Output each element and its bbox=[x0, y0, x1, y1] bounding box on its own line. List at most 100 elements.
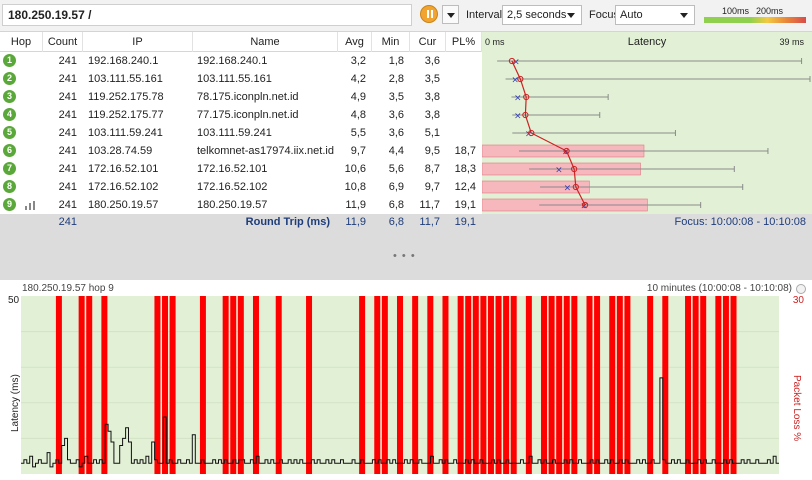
cell-min: 1,8 bbox=[388, 55, 404, 67]
cell-name: 103.111.59.241 bbox=[197, 127, 272, 139]
latency-scale-legend: 100ms 200ms bbox=[700, 6, 808, 28]
packet-loss-spike bbox=[199, 296, 206, 474]
current-marker: × bbox=[555, 166, 563, 176]
cell-ip: 119.252.175.77 bbox=[88, 109, 164, 121]
cell-avg: 9,7 bbox=[350, 145, 366, 157]
cell-name: 192.168.240.1 bbox=[197, 55, 268, 67]
packet-loss-spike bbox=[556, 296, 563, 474]
hop-number: 9 bbox=[3, 198, 16, 211]
pause-icon[interactable] bbox=[420, 5, 438, 23]
cell-pl bbox=[446, 106, 476, 124]
table-row[interactable]: 3 241 119.252.175.78 78.175.iconpln.net.id 4… bbox=[0, 88, 812, 106]
cell-min: 3,6 bbox=[388, 127, 404, 139]
focus-select[interactable]: Auto bbox=[615, 5, 695, 25]
cell-cur: 3,6 bbox=[424, 55, 440, 67]
col-hop[interactable]: Hop bbox=[0, 32, 43, 52]
table-row[interactable]: 2 241 103.111.55.161 103.111.55.161 4,2 2,8 3,… bbox=[0, 70, 812, 88]
packet-loss-spike bbox=[162, 296, 169, 474]
cell-min: 5,6 bbox=[388, 163, 404, 175]
cell-min: 3,6 bbox=[388, 109, 404, 121]
bar-chart-icon[interactable] bbox=[25, 201, 35, 210]
cell-name: 77.175.iconpln.net.id bbox=[197, 109, 299, 121]
packet-loss-spike bbox=[700, 296, 707, 474]
avg-latency-point bbox=[522, 111, 529, 119]
cell-name: telkomnet-as17974.iix.net.id bbox=[197, 145, 334, 157]
packet-loss-spike bbox=[685, 296, 692, 474]
packet-loss-spike bbox=[169, 296, 176, 474]
cell-count: 241 bbox=[58, 55, 77, 67]
cell-pl: 18,7 bbox=[454, 145, 476, 157]
latency-graph: ××××××××× bbox=[482, 52, 812, 214]
packet-loss-spike bbox=[715, 296, 722, 474]
timeline-title: 180.250.19.57 hop 9 bbox=[22, 283, 114, 294]
table-row[interactable]: 5 241 103.111.59.241 103.111.59.241 5,5 3,6 5,… bbox=[0, 124, 812, 142]
timeline-chart-panel: 180.250.19.57 hop 9 10 minutes (10:00:08… bbox=[0, 280, 812, 480]
col-pl[interactable]: PL% bbox=[446, 32, 482, 52]
cell-cur: 5,1 bbox=[424, 127, 440, 139]
hop-number: 6 bbox=[3, 144, 16, 157]
target-address-field[interactable]: 180.250.19.57 / bbox=[2, 4, 412, 26]
packet-loss-spike bbox=[222, 296, 229, 474]
cell-count: 241 bbox=[58, 127, 77, 139]
packet-loss-spike bbox=[359, 296, 366, 474]
packet-loss-spike bbox=[374, 296, 381, 474]
table-row[interactable]: 4 241 119.252.175.77 77.175.iconpln.net.id 4… bbox=[0, 106, 812, 124]
splitter-panel[interactable] bbox=[0, 230, 812, 280]
hop-number: 3 bbox=[3, 90, 16, 103]
cell-count: 241 bbox=[58, 73, 77, 85]
packet-loss-spike bbox=[457, 296, 464, 474]
summary-min: 6,8 bbox=[388, 216, 404, 228]
col-latency[interactable]: 0 ms Latency 39 ms bbox=[482, 32, 812, 52]
current-marker: × bbox=[514, 94, 522, 104]
cell-cur: 8,7 bbox=[424, 163, 440, 175]
col-cur[interactable]: Cur bbox=[410, 32, 446, 52]
cell-ip: 119.252.175.78 bbox=[88, 91, 164, 103]
packet-loss-spike bbox=[487, 296, 494, 474]
splitter-handle[interactable]: • • • bbox=[393, 250, 416, 262]
table-row[interactable]: 8 241 172.16.52.102 172.16.52.102 10,8 6,9 9,7… bbox=[0, 178, 812, 196]
y-left-axis-label: Latency (ms) bbox=[10, 374, 21, 432]
chevron-down-icon bbox=[680, 13, 688, 18]
time-range-dropdown[interactable] bbox=[796, 284, 806, 294]
latency-max-label: 39 ms bbox=[779, 37, 804, 47]
table-header: Hop Count IP Name Avg Min Cur PL% 0 ms L… bbox=[0, 32, 812, 52]
col-avg[interactable]: Avg bbox=[338, 32, 372, 52]
packet-loss-spike bbox=[252, 296, 259, 474]
current-marker: × bbox=[511, 76, 519, 86]
cell-count: 241 bbox=[58, 109, 77, 121]
cell-pl bbox=[446, 124, 476, 142]
chevron-down-icon bbox=[447, 13, 455, 18]
options-dropdown-button[interactable] bbox=[442, 5, 459, 24]
current-marker: × bbox=[564, 184, 572, 194]
col-count[interactable]: Count bbox=[43, 32, 83, 52]
interval-select[interactable]: 2,5 seconds bbox=[502, 5, 582, 25]
cell-count: 241 bbox=[58, 145, 77, 157]
hop-number: 1 bbox=[3, 54, 16, 67]
cell-cur: 3,5 bbox=[424, 73, 440, 85]
table-row[interactable]: 1 241 192.168.240.1 192.168.240.1 3,2 1,8 3,6 bbox=[0, 52, 812, 70]
chevron-down-icon bbox=[567, 13, 575, 18]
interval-label: Interval bbox=[466, 9, 503, 21]
cell-count: 241 bbox=[58, 181, 77, 193]
packet-loss-spike bbox=[692, 296, 699, 474]
table-row[interactable]: 9 241 180.250.19.57 180.250.19.57 11,9 6,8 11,… bbox=[0, 196, 812, 214]
summary-label: Round Trip (ms) bbox=[245, 216, 330, 228]
col-name[interactable]: Name bbox=[193, 32, 338, 52]
packet-loss-spike bbox=[647, 296, 654, 474]
packet-loss-spike bbox=[154, 296, 161, 474]
scale-100-label: 100ms bbox=[722, 6, 750, 16]
col-min[interactable]: Min bbox=[372, 32, 410, 52]
avg-latency-point bbox=[572, 183, 579, 191]
cell-pl bbox=[446, 70, 476, 88]
table-row[interactable]: 7 241 172.16.52.101 172.16.52.101 10,6 5,6 8,7… bbox=[0, 160, 812, 178]
avg-latency-point bbox=[523, 93, 530, 101]
cell-avg: 10,6 bbox=[344, 163, 366, 175]
cell-name: 103.111.55.161 bbox=[197, 73, 272, 85]
cell-count: 241 bbox=[58, 91, 77, 103]
table-row[interactable]: 6 241 103.28.74.59 telkomnet-as17974.iix.ne… bbox=[0, 142, 812, 160]
current-marker: × bbox=[580, 202, 588, 212]
packet-loss-spike bbox=[381, 296, 388, 474]
packet-loss-spike bbox=[230, 296, 237, 474]
col-ip[interactable]: IP bbox=[83, 32, 193, 52]
cell-min: 6,8 bbox=[388, 199, 404, 211]
